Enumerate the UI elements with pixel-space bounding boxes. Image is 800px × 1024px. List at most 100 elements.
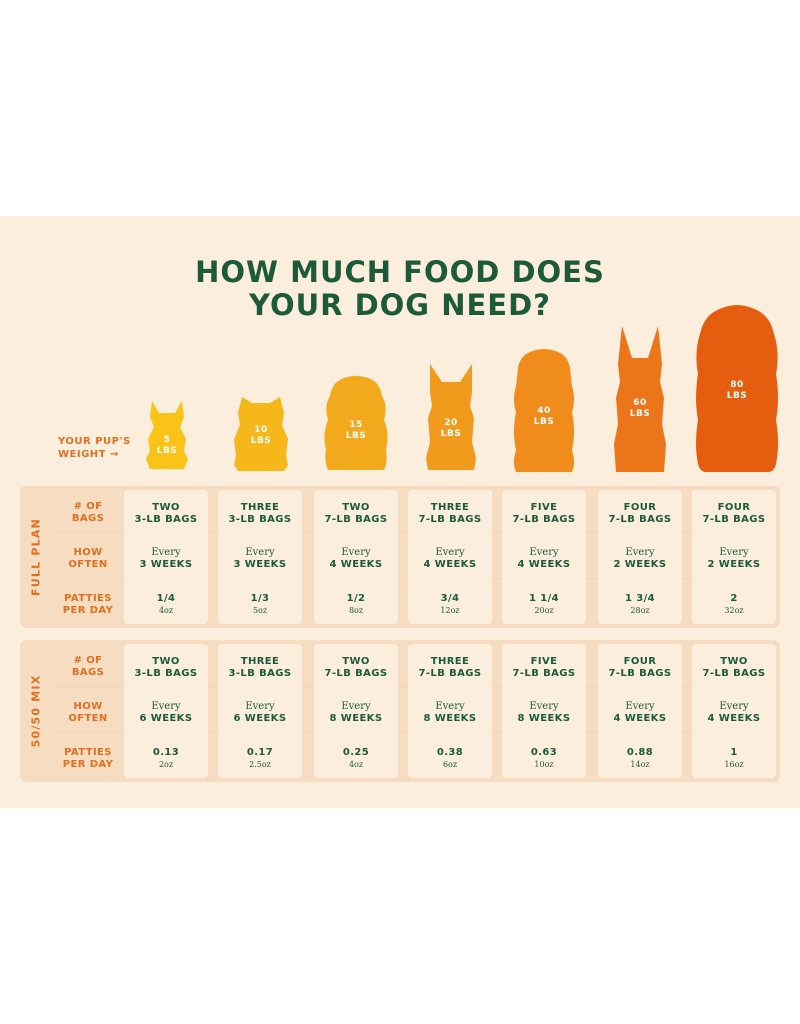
table-column: TWO 7-LB BAGS Every 8 WEEKS 0.25 4oz — [314, 644, 398, 778]
patties-value: 2 — [730, 593, 738, 604]
cell-frequency: Every 6 WEEKS — [124, 701, 208, 725]
dog-weight-10: 10 LBS — [241, 425, 281, 447]
bags-count: THREE — [240, 656, 280, 667]
cell-patties: 0.88 14oz — [598, 747, 682, 770]
row-label: HOW OFTEN — [56, 701, 120, 725]
frequency-value: 8 WEEKS — [423, 713, 477, 724]
bag-size: 7-LB BAGS — [418, 668, 482, 679]
cell-bags: FOUR 7-LB BAGS — [598, 656, 682, 680]
bag-size: 7-LB BAGS — [702, 514, 766, 525]
table-column: TWO 7-LB BAGS Every 4 WEEKS 1/2 8oz — [314, 490, 398, 624]
dog-shape-3 — [426, 364, 476, 470]
cell-patties: 0.17 2.5oz — [218, 747, 302, 770]
dog-weight-60-unit: LBS — [629, 409, 651, 419]
cell-patties: 0.13 2oz — [124, 747, 208, 770]
dog-weight-15: 15 LBS — [336, 420, 376, 442]
cell-bags: TWO 7-LB BAGS — [692, 656, 776, 680]
row-label-line: BAGS — [71, 667, 105, 678]
row-label: # OF BAGS — [56, 655, 120, 679]
cell-patties: 1/4 4oz — [124, 593, 208, 616]
dog-shape-6 — [696, 305, 778, 472]
dog-shape-1 — [234, 397, 288, 471]
cell-bags: FIVE 7-LB BAGS — [502, 502, 586, 526]
cell-frequency: Every 4 WEEKS — [692, 701, 776, 725]
frequency-value: 8 WEEKS — [517, 713, 571, 724]
dog-weight-60-value: 60 — [633, 398, 647, 408]
cell-frequency: Every 4 WEEKS — [314, 547, 398, 571]
patties-ounces: 32oz — [724, 606, 744, 615]
row-label-line: HOW — [73, 701, 103, 712]
row-label-line: HOW — [73, 547, 103, 558]
frequency-value: 4 WEEKS — [329, 559, 383, 570]
dog-5-lbs-icon — [146, 401, 188, 469]
bag-size: 3-LB BAGS — [134, 514, 198, 525]
dog-weight-5-value: 5 — [163, 435, 171, 445]
dog-weight-80: 80 LBS — [717, 380, 757, 402]
frequency-every: Every — [435, 547, 465, 558]
patties-ounces: 12oz — [440, 606, 460, 615]
dog-weight-40-unit: LBS — [533, 417, 555, 427]
cell-bags: FIVE 7-LB BAGS — [502, 656, 586, 680]
patties-ounces: 5oz — [252, 606, 268, 615]
dog-shape-0 — [146, 401, 188, 469]
cell-frequency: Every 8 WEEKS — [502, 701, 586, 725]
row-label: PATTIES PER DAY — [56, 747, 120, 771]
frequency-value: 6 WEEKS — [139, 713, 193, 724]
row-label: HOW OFTEN — [56, 547, 120, 571]
frequency-every: Every — [151, 547, 181, 558]
cell-frequency: Every 3 WEEKS — [124, 547, 208, 571]
dog-shape-5 — [614, 326, 666, 472]
patties-ounces: 6oz — [442, 760, 458, 769]
dog-80-lbs-icon — [696, 305, 778, 472]
section-label: 50/50 MIX — [29, 674, 43, 748]
cell-patties: 2 32oz — [692, 593, 776, 616]
cell-bags: TWO 3-LB BAGS — [124, 502, 208, 526]
frequency-every: Every — [719, 701, 749, 712]
cell-frequency: Every 8 WEEKS — [314, 701, 398, 725]
frequency-every: Every — [151, 701, 181, 712]
cell-bags: FOUR 7-LB BAGS — [692, 502, 776, 526]
bag-size: 7-LB BAGS — [608, 514, 672, 525]
patties-value: 0.63 — [530, 747, 558, 758]
weight-label-line-2: WEIGHT → — [58, 449, 119, 460]
dog-weight-10-unit: LBS — [250, 436, 272, 446]
cell-patties: 1 16oz — [692, 747, 776, 770]
cell-bags: THREE 7-LB BAGS — [408, 502, 492, 526]
bag-size: 7-LB BAGS — [324, 668, 388, 679]
patties-value: 1/3 — [250, 593, 270, 604]
bags-count: FOUR — [623, 502, 657, 513]
table-column: FOUR 7-LB BAGS Every 2 WEEKS 1 3/4 28oz — [598, 490, 682, 624]
frequency-value: 2 WEEKS — [707, 559, 761, 570]
cell-patties: 0.25 4oz — [314, 747, 398, 770]
bags-count: TWO — [342, 656, 370, 667]
frequency-every: Every — [245, 701, 275, 712]
row-label-line: PATTIES — [64, 747, 112, 758]
frequency-every: Every — [529, 701, 559, 712]
frequency-value: 8 WEEKS — [329, 713, 383, 724]
bags-count: FOUR — [623, 656, 657, 667]
patties-ounces: 28oz — [630, 606, 650, 615]
bag-size: 7-LB BAGS — [324, 514, 388, 525]
bags-count: THREE — [430, 656, 470, 667]
row-label-line: # OF — [73, 501, 103, 512]
table-column: THREE 3-LB BAGS Every 6 WEEKS 0.17 2.5oz — [218, 644, 302, 778]
cell-bags: THREE 7-LB BAGS — [408, 656, 492, 680]
row-label-line: OFTEN — [68, 713, 108, 724]
row-label-line: # OF — [73, 655, 103, 666]
dog-weight-20: 20 LBS — [431, 418, 471, 440]
patties-ounces: 10oz — [534, 760, 554, 769]
section-label-wrap: FULL PLAN — [20, 486, 52, 628]
dog-15-lbs-icon — [324, 376, 388, 470]
cell-patties: 1 1/4 20oz — [502, 593, 586, 616]
patties-value: 0.17 — [246, 747, 274, 758]
dog-20-lbs-icon — [426, 364, 476, 470]
frequency-every: Every — [341, 701, 371, 712]
table-column: FIVE 7-LB BAGS Every 4 WEEKS 1 1/4 20oz — [502, 490, 586, 624]
table-column: TWO 3-LB BAGS Every 3 WEEKS 1/4 4oz — [124, 490, 208, 624]
cell-patties: 3/4 12oz — [408, 593, 492, 616]
frequency-value: 4 WEEKS — [707, 713, 761, 724]
bag-size: 7-LB BAGS — [702, 668, 766, 679]
bag-size: 3-LB BAGS — [228, 514, 292, 525]
patties-ounces: 4oz — [158, 606, 174, 615]
bags-count: FIVE — [530, 502, 558, 513]
